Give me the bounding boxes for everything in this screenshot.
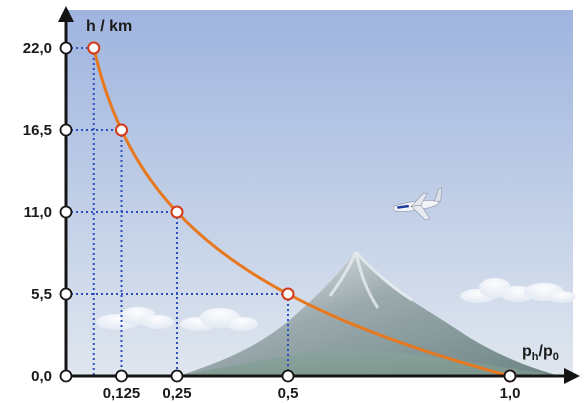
axes	[58, 6, 580, 384]
x-tick-label: 1,0	[500, 385, 521, 402]
y-tick-label: 5,5	[31, 286, 52, 303]
y-tick-marker	[59, 205, 73, 219]
x-axis-title: ph/p0	[522, 343, 559, 363]
cloud-middle	[180, 308, 258, 331]
airplane-icon	[389, 187, 443, 220]
x-tick-label: 0,5	[278, 385, 299, 402]
x-tick-marker	[281, 369, 295, 383]
y-tick-label: 11,0	[24, 204, 52, 221]
y-tick-marker	[59, 369, 73, 383]
x-tick-marker	[170, 369, 184, 383]
y-tick-marker	[59, 41, 73, 55]
y-axis-arrow-icon	[58, 6, 74, 22]
y-tick-label: 22,0	[23, 40, 52, 57]
guide-lines	[66, 47, 289, 376]
y-tick-marker	[59, 287, 73, 301]
data-point	[115, 123, 128, 137]
x-tick-label: 0,125	[103, 385, 141, 402]
y-tick-label: 0,0	[31, 368, 52, 385]
cloud-right	[460, 278, 576, 303]
y-axis-title: h / km	[86, 18, 132, 35]
x-tick-label: 0,25	[162, 385, 191, 402]
y-tick-marker	[59, 123, 73, 137]
x-tick-marker	[503, 369, 517, 383]
y-tick-label: 16,5	[23, 122, 52, 139]
data-point	[87, 41, 101, 55]
data-point	[170, 205, 184, 219]
mountain-illustration	[178, 251, 560, 376]
cloud-left	[96, 307, 174, 330]
x-axis-arrow-icon	[564, 368, 580, 384]
data-point	[281, 287, 295, 301]
tick-markers: 0,0 5,5 11,0 16,5 22,0 0,125 0,25 0,5 1,0	[23, 40, 521, 402]
x-tick-marker	[115, 369, 128, 383]
